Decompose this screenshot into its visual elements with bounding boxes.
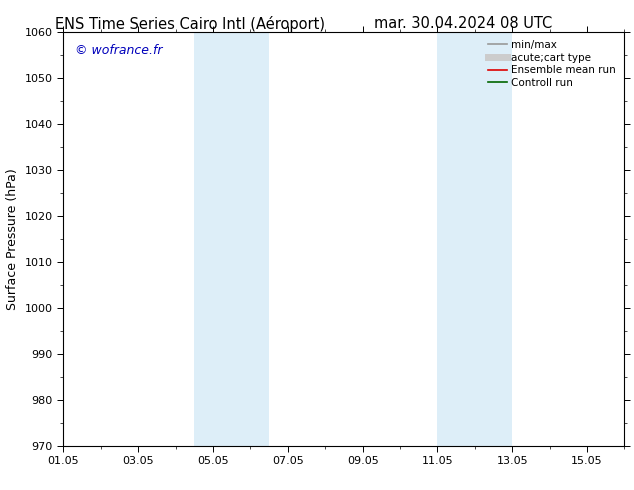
Text: mar. 30.04.2024 08 UTC: mar. 30.04.2024 08 UTC: [373, 16, 552, 31]
Bar: [232, 32, 269, 446]
Bar: [475, 32, 512, 446]
Text: ENS Time Series Cairo Intl (Aéroport): ENS Time Series Cairo Intl (Aéroport): [55, 16, 325, 32]
Bar: [437, 32, 475, 446]
Legend: min/max, acute;cart type, Ensemble mean run, Controll run: min/max, acute;cart type, Ensemble mean …: [486, 37, 619, 91]
Y-axis label: Surface Pressure (hPa): Surface Pressure (hPa): [6, 168, 19, 310]
Bar: [194, 32, 232, 446]
Text: © wofrance.fr: © wofrance.fr: [75, 44, 162, 57]
